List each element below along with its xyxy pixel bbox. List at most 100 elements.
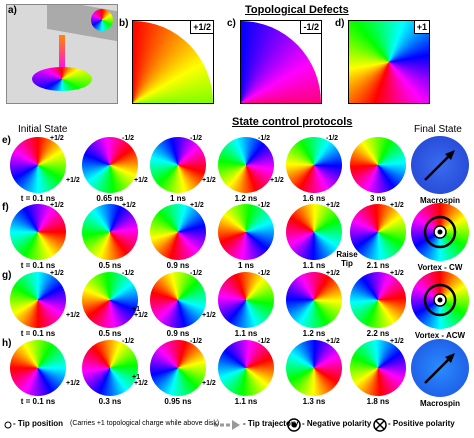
defect-label: +1/2 — [190, 202, 204, 209]
defect-label: +1 — [132, 374, 140, 381]
panel-letter: a) — [8, 5, 17, 16]
disk-frame — [82, 272, 138, 328]
time-label: 0.5 ns — [98, 261, 122, 270]
disk-frame — [350, 272, 406, 328]
legend-symbols — [4, 418, 387, 432]
legend-label: - Positive polarity — [388, 419, 455, 428]
defect-label: -1/2 — [258, 135, 271, 142]
defect-label: -1/2 — [122, 135, 135, 142]
time-label: t = 0.1 ns — [20, 329, 56, 338]
defect-label: +1/2 — [326, 202, 340, 209]
time-label: t = 0.1 ns — [20, 194, 56, 203]
column-label: Initial State — [18, 124, 68, 135]
time-label: t = 0.1 ns — [20, 397, 56, 406]
vortex-ring — [423, 283, 457, 317]
legend-note: (Carries +1 topological charge while abo… — [70, 420, 220, 427]
final-state-icon — [424, 353, 455, 384]
negative-symbol — [291, 422, 297, 428]
defect-label: -1/2 — [190, 338, 203, 345]
defect-label: +1/2 — [50, 135, 64, 142]
final-state-label: Macrospin — [419, 399, 460, 408]
row-letter: g) — [2, 270, 12, 281]
final-state-disk — [411, 271, 469, 329]
core — [437, 229, 443, 235]
disk-frame — [286, 340, 342, 396]
tip-symbol — [4, 421, 12, 429]
disk-frame — [10, 340, 66, 396]
vortex-ring — [423, 215, 457, 249]
defect-label: -1/2 — [258, 338, 271, 345]
row-letter: e) — [2, 135, 11, 146]
final-state-disk — [411, 339, 469, 397]
final-state-label: Vortex - ACW — [414, 331, 466, 340]
defect-label: +1/2 — [50, 270, 64, 277]
defect-label: +1/2 — [122, 202, 136, 209]
defect-label: +1/2 — [134, 177, 148, 184]
defect-label: +1/2 — [134, 312, 148, 319]
defect-panel: +1 — [348, 20, 430, 104]
final-state-icon — [423, 283, 457, 317]
section-title: Topological Defects — [245, 4, 349, 16]
row-letter: f) — [2, 202, 9, 213]
disk-frame — [218, 340, 274, 396]
final-state-label: Vortex - CW — [417, 263, 463, 272]
time-label: 0.95 ns — [164, 397, 192, 406]
defect-label: +1/2 — [50, 202, 64, 209]
time-label: 1.2 ns — [302, 329, 326, 338]
time-label: 1.8 ns — [366, 397, 390, 406]
disk-frame — [150, 137, 206, 193]
time-label: 0.3 ns — [98, 397, 122, 406]
defect-label: +1/2 — [390, 202, 404, 209]
defect-label: +1/2 — [202, 312, 216, 319]
defect-label: -1/2 — [258, 202, 271, 209]
time-label: 1.1 ns — [234, 397, 258, 406]
time-label: 1 ns — [237, 261, 254, 270]
final-state-disk — [411, 136, 469, 194]
legend-label: - Tip position — [13, 419, 64, 428]
defect-label: -1/2 — [326, 135, 339, 142]
disk-frame — [82, 204, 138, 260]
annotation: Raise Tip — [336, 250, 358, 268]
time-label: 0.65 ns — [96, 194, 124, 203]
disk-frame — [150, 340, 206, 396]
time-label: 2.2 ns — [366, 329, 390, 338]
defect-panel: -1/2 — [240, 20, 322, 104]
disk-frame — [350, 137, 406, 193]
defect-charge: -1/2 — [300, 21, 321, 34]
disk-frame — [218, 272, 274, 328]
defect-charge: +1 — [413, 21, 429, 34]
time-label: 0.5 ns — [98, 329, 122, 338]
defect-label: -1/2 — [190, 135, 203, 142]
trajectory-symbol — [232, 420, 240, 430]
disk-frame — [82, 137, 138, 193]
disk-frame — [218, 137, 274, 193]
defect-panel: +1/2 — [132, 20, 214, 104]
defect-charge: +1/2 — [190, 21, 213, 34]
legend-label: - Negative polarity — [302, 419, 372, 428]
row-letter: h) — [2, 338, 12, 349]
final-state-icon — [423, 215, 457, 249]
defect-label: +1/2 — [326, 338, 340, 345]
column-label: Final State — [414, 124, 462, 135]
final-state-disk — [411, 203, 469, 261]
disk-frame — [10, 204, 66, 260]
time-label: t = 0.1 ns — [20, 261, 56, 270]
disk-frame — [350, 340, 406, 396]
time-label: 1.1 ns — [234, 329, 258, 338]
time-label: 1.2 ns — [234, 194, 258, 203]
disk-frame — [150, 272, 206, 328]
time-label: 0.9 ns — [166, 329, 190, 338]
time-label: 1.1 ns — [302, 261, 326, 270]
disk-frame — [286, 204, 342, 260]
disk — [32, 67, 92, 91]
positive-symbol — [375, 420, 385, 430]
time-label: 3 ns — [369, 194, 386, 203]
disk-frame — [150, 204, 206, 260]
time-label: 2.1 ns — [366, 261, 390, 270]
macrospin-arrow — [445, 353, 455, 363]
defect-label: +1/2 — [390, 270, 404, 277]
panel-letter: c) — [227, 18, 236, 29]
final-state-icon — [424, 150, 455, 181]
panel-a-image — [6, 4, 118, 104]
